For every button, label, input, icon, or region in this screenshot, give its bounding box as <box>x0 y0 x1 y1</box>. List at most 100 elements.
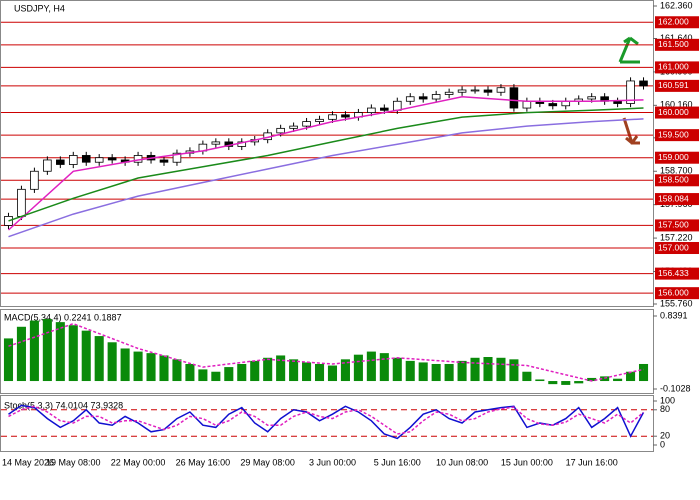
candle-body <box>509 87 519 109</box>
macd-bar <box>483 357 493 382</box>
macd-bar <box>353 354 363 382</box>
candle-body <box>172 152 182 163</box>
macd-bar <box>16 326 26 382</box>
y-tick-label: 80 <box>660 404 670 414</box>
candle-body <box>94 157 104 163</box>
macd-panel <box>0 309 654 394</box>
macd-bar <box>276 355 286 382</box>
candle-body <box>81 155 91 163</box>
macd-bar <box>496 357 506 382</box>
y-tick-label: 0.8391 <box>660 310 688 320</box>
macd-bar <box>81 330 91 382</box>
candle-body <box>444 91 454 95</box>
x-tick-label: 26 May 16:00 <box>176 457 231 467</box>
indicator-line <box>7 96 644 231</box>
candle-body <box>289 125 298 129</box>
macd-title: MACD(5,34,4) 0.2241 0.1887 <box>4 312 122 322</box>
macd-bar <box>613 378 623 382</box>
macd-bar <box>314 363 325 382</box>
macd-bar <box>250 360 260 382</box>
x-tick-label: 3 Jun 00:00 <box>309 457 356 467</box>
macd-bar <box>535 379 545 382</box>
level-label-box <box>655 242 699 255</box>
level-label: 156.000 <box>658 287 689 297</box>
level-label-box <box>655 193 699 206</box>
level-label-box <box>655 16 699 29</box>
macd-bar <box>42 319 52 382</box>
macd-bar <box>107 342 117 382</box>
down-arrow <box>622 117 640 145</box>
macd-bar <box>211 371 221 382</box>
level-label: 161.500 <box>658 39 689 49</box>
macd-bar <box>3 338 14 382</box>
candle-body <box>639 80 648 87</box>
stoch-title: Stoch(5,3,3) 74.0104 73.9328 <box>4 400 123 410</box>
x-tick-label: 19 May 08:00 <box>46 457 101 467</box>
level-label-box <box>655 61 699 74</box>
candle-body <box>522 100 532 109</box>
y-tick-label: -0.1028 <box>660 383 691 393</box>
macd-bar <box>172 359 182 382</box>
candle-body <box>496 87 506 93</box>
level-label: 159.000 <box>658 152 689 162</box>
y-tick-label: 162.360 <box>660 0 693 10</box>
candle-body <box>328 114 337 120</box>
candle-body <box>17 188 26 217</box>
level-label-box <box>655 38 699 51</box>
indicator-line <box>8 322 644 382</box>
macd-bar <box>548 381 558 385</box>
candle-body <box>159 159 169 163</box>
up-arrow <box>618 36 640 64</box>
macd-bar <box>379 353 389 382</box>
macd-bar <box>159 355 169 382</box>
macd-bar <box>470 357 480 382</box>
macd-bar <box>444 363 454 382</box>
macd-bar <box>263 357 273 382</box>
macd-bar <box>574 381 584 384</box>
macd-bar <box>457 360 467 382</box>
level-label: 162.000 <box>658 17 689 27</box>
level-label-box <box>655 129 699 142</box>
candle-body <box>548 103 558 107</box>
candle-body <box>380 107 389 111</box>
y-tick-label: 155.760 <box>660 298 693 308</box>
indicator-line <box>8 107 644 222</box>
candle-body <box>470 89 480 92</box>
candle-body <box>613 100 622 104</box>
indicator-line <box>8 405 644 435</box>
macd-bar <box>29 320 39 382</box>
level-label-box <box>655 151 699 164</box>
candle-body <box>431 94 441 100</box>
level-label: 157.000 <box>658 242 689 252</box>
y-tick-label: 157.220 <box>660 232 693 242</box>
price-panel <box>0 0 654 307</box>
level-label: 158.084 <box>658 193 689 203</box>
macd-bar <box>587 377 597 382</box>
candle-body <box>30 170 39 190</box>
candle-body <box>626 80 635 104</box>
y-tick-label: 20 <box>660 431 670 441</box>
macd-bar <box>302 362 312 382</box>
x-tick-label: 17 Jun 16:00 <box>566 457 618 467</box>
level-label: 160.000 <box>658 107 689 117</box>
macd-bar <box>340 359 350 382</box>
macd-bar <box>509 359 519 382</box>
candle-body <box>418 96 428 100</box>
y-tick-label: 100 <box>660 395 675 405</box>
candle-body <box>56 159 65 165</box>
macd-bar <box>561 381 571 385</box>
macd-bar <box>146 353 156 382</box>
macd-bar <box>431 363 441 382</box>
macd-bar <box>418 362 428 382</box>
stoch-panel <box>0 395 654 452</box>
level-label-box <box>655 106 699 119</box>
macd-bar <box>289 359 299 382</box>
candle-body <box>367 107 376 113</box>
macd-bar <box>522 371 532 382</box>
macd-bar <box>638 363 649 382</box>
y-tick-label: 0 <box>660 439 665 449</box>
candle-body <box>483 89 493 93</box>
candle-body <box>315 118 324 122</box>
candle-body <box>587 96 596 100</box>
level-label: 157.500 <box>658 220 689 230</box>
